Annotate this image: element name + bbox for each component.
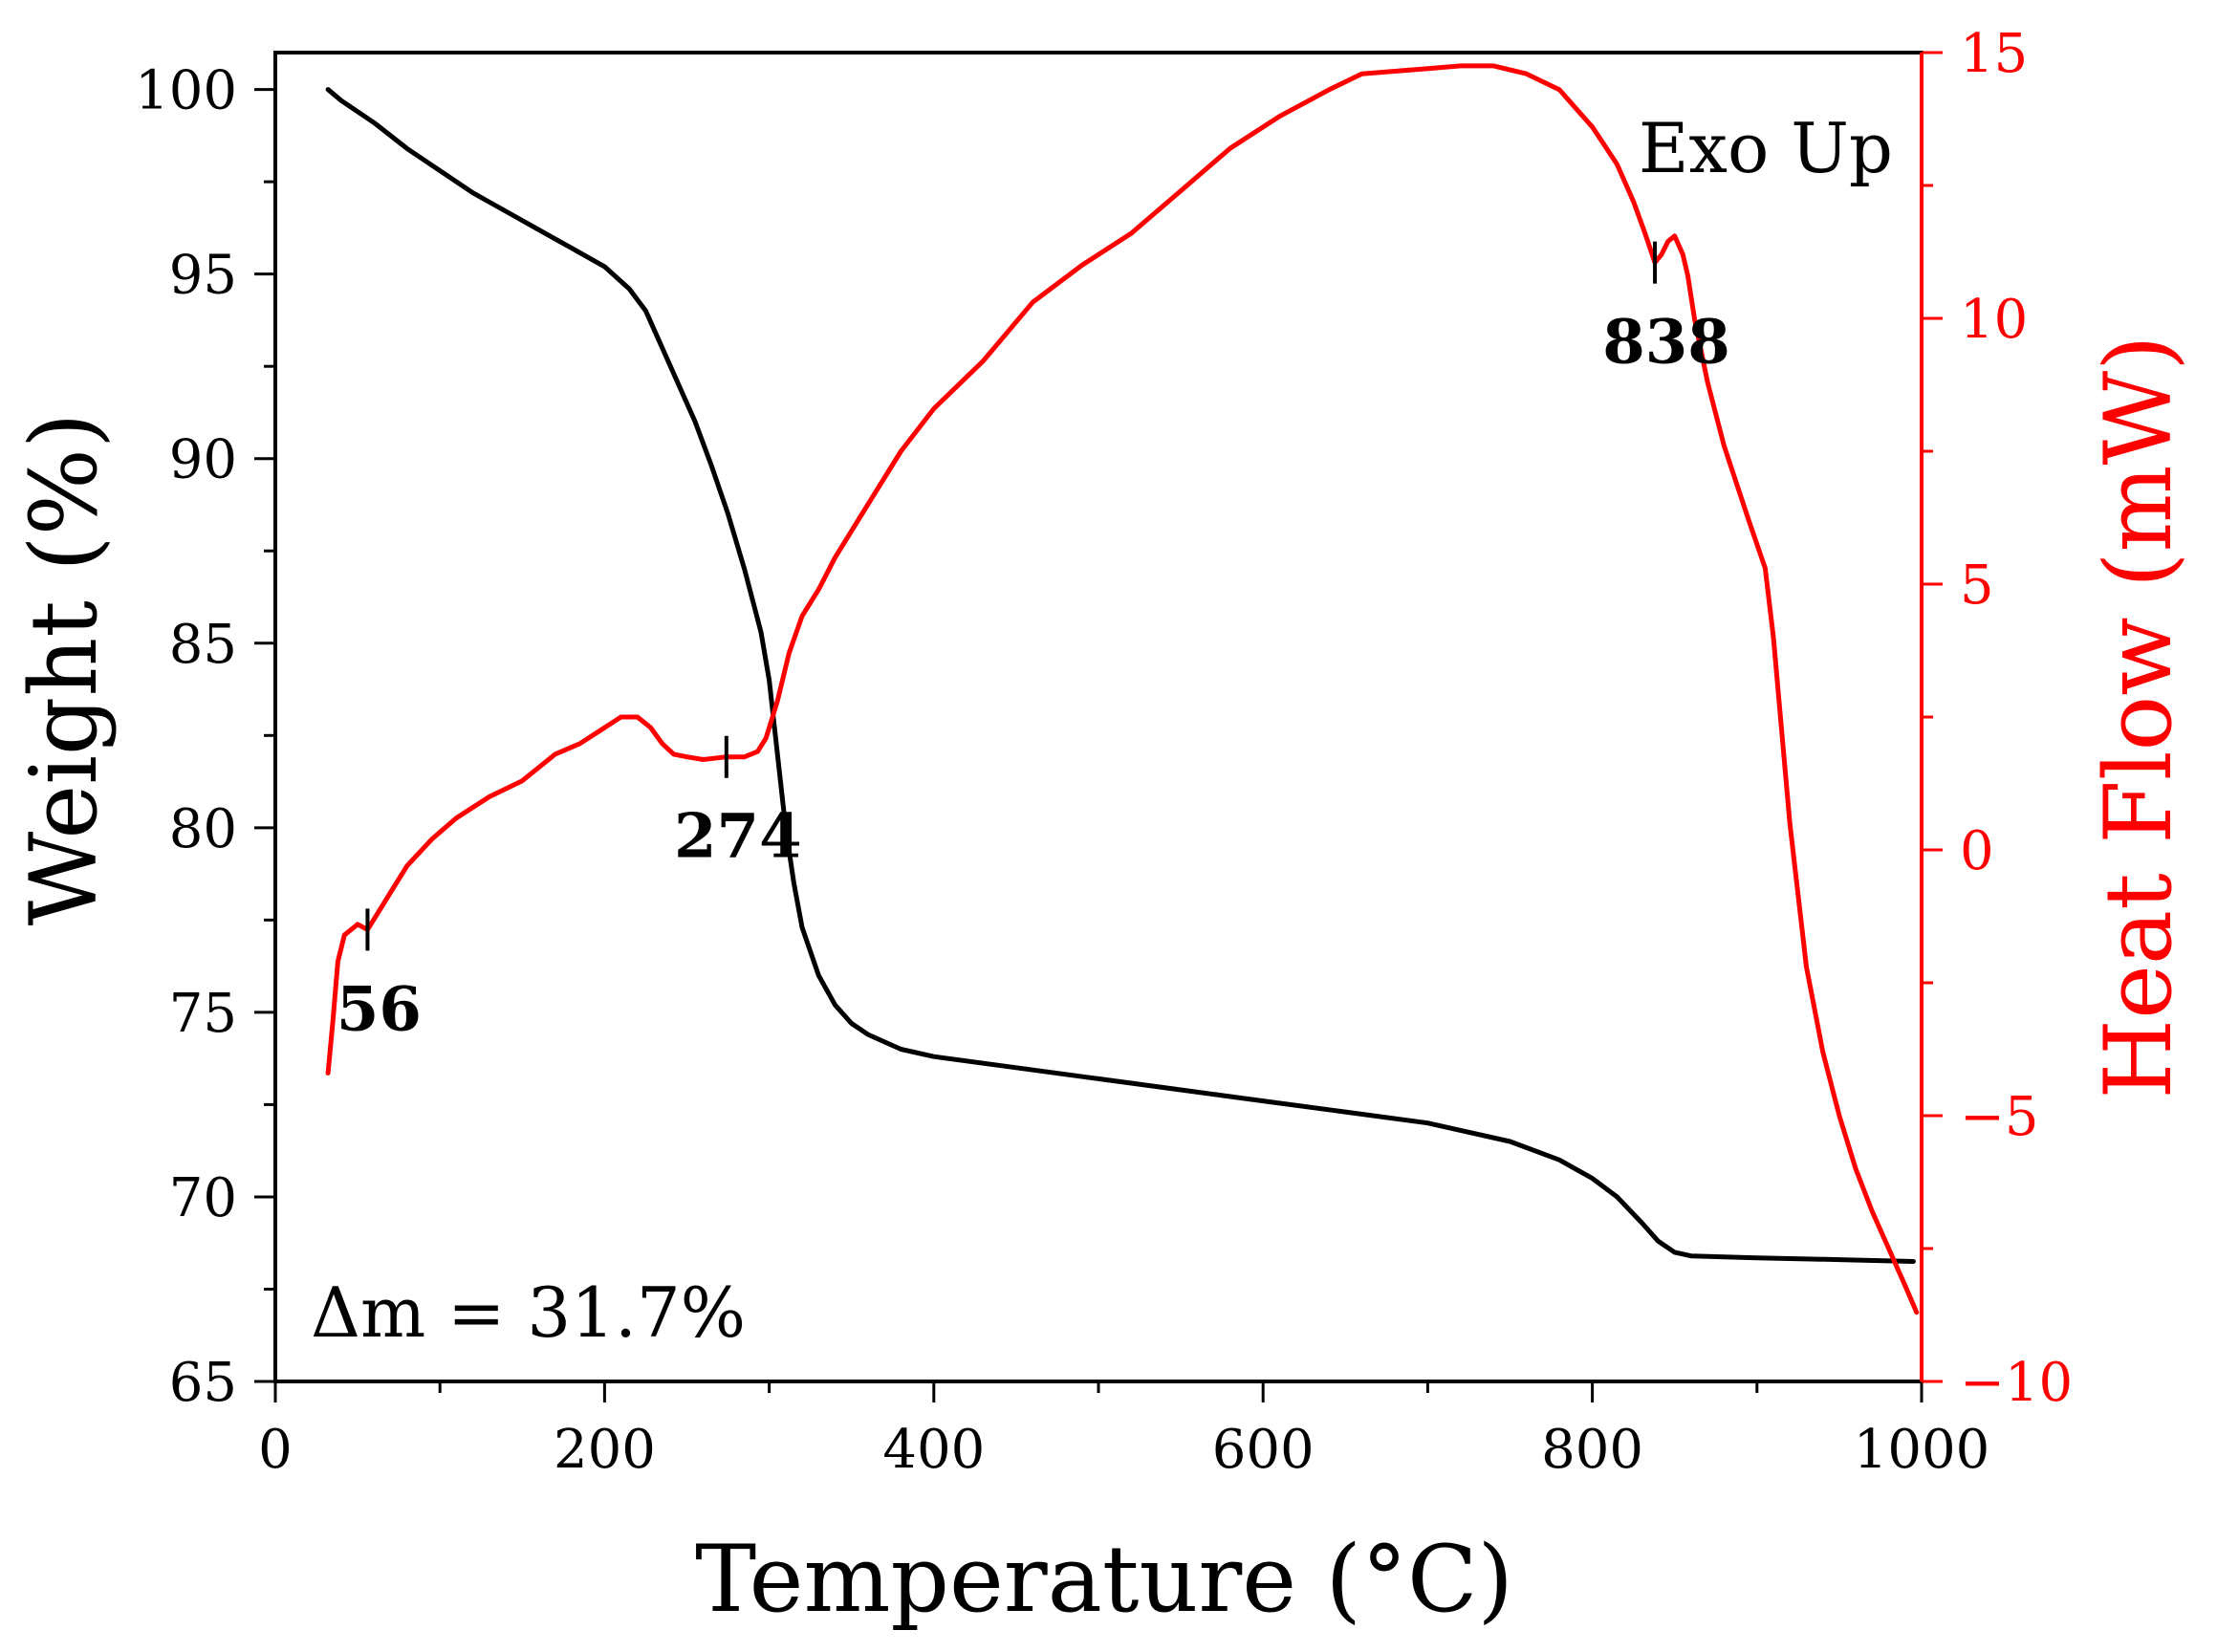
data-curves [325, 63, 1920, 1315]
y-tick-label: 70 [169, 1167, 237, 1229]
y-tick-label: 95 [169, 245, 237, 307]
x-axis-label: Temperature (°C) [695, 1526, 1513, 1633]
y-tick-label: 85 [169, 614, 237, 676]
y-axis-weight: 65 70 75 80 85 90 95 100 [135, 60, 275, 1414]
y2-axis-label: Heat Flow (mW) [2085, 335, 2192, 1098]
peak-label-838: 838 [1602, 307, 1730, 379]
y-tick-label: 90 [169, 429, 237, 491]
peak-label-56: 56 [337, 973, 422, 1045]
y2-tick-label: 5 [1960, 554, 1994, 617]
y2-tick-label: −10 [1960, 1352, 2073, 1414]
x-tick-label: 400 [882, 1419, 985, 1481]
x-tick-label: 0 [258, 1419, 293, 1481]
mass-loss-label: Δm = 31.7% [311, 1272, 746, 1353]
x-tick-label: 800 [1541, 1419, 1643, 1481]
exo-up-label: Exo Up [1639, 108, 1893, 188]
x-tick-label: 200 [554, 1419, 656, 1481]
peak-label-274: 274 [674, 801, 802, 873]
weight-curve [325, 87, 1916, 1264]
x-tick-label: 600 [1212, 1419, 1315, 1481]
y-tick-label: 100 [135, 60, 237, 122]
y2-tick-label: 0 [1960, 820, 1994, 882]
y-tick-label: 75 [169, 983, 237, 1045]
y2-tick-label: 10 [1960, 289, 2028, 351]
heat-flow-curve [325, 63, 1920, 1315]
y-axis-label: Weight (%) [11, 413, 118, 926]
y-tick-label: 80 [169, 798, 237, 860]
x-tick-label: 1000 [1854, 1419, 1990, 1481]
y-tick-label: 65 [169, 1352, 237, 1414]
y2-tick-label: 15 [1960, 23, 2028, 85]
y-axis-heat-flow: −10 −5 0 5 10 15 [1922, 23, 2073, 1414]
x-axis: 0 200 400 600 800 1000 [258, 1381, 1989, 1481]
peak-annotations: 56 274 838 [337, 241, 1730, 1045]
y2-tick-label: −5 [1960, 1086, 2039, 1148]
